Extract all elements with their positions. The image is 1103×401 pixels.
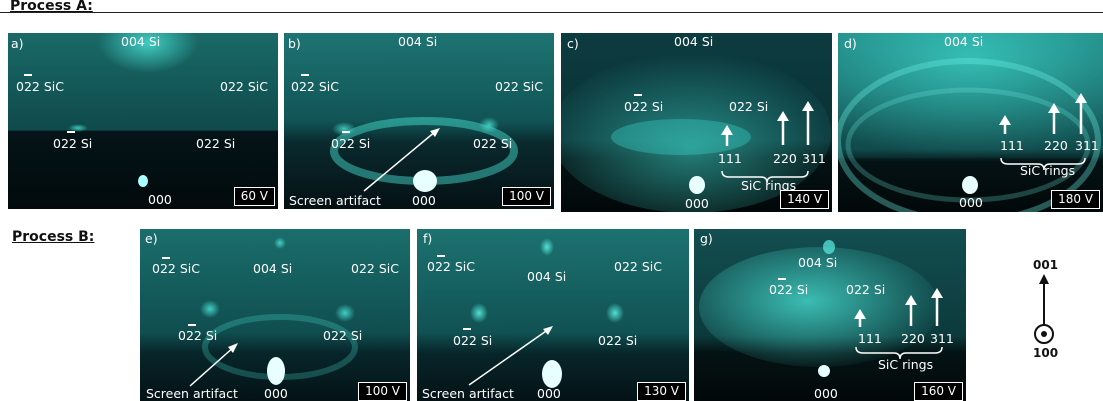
panel-f-022-sic-right: 022 SiC xyxy=(614,259,662,274)
top-rule xyxy=(0,12,1103,13)
panel-b-022-si-left: 022 Si xyxy=(331,136,371,151)
panel-g-voltage: 160 V xyxy=(914,382,963,401)
panel-g-000: 000 xyxy=(814,386,838,401)
axis-001-label: 001 xyxy=(1033,258,1059,272)
panel-g-letter: g) xyxy=(700,231,713,246)
panel-c-022-si-right: 022 Si xyxy=(729,99,769,114)
panel-a-022-sic-left: 022 SiC xyxy=(16,79,64,94)
panel-d-sic-rings: SiC rings xyxy=(1020,163,1076,178)
panel-c-220: 220 xyxy=(773,151,797,166)
panel-f-pattern xyxy=(417,229,689,401)
panel-c-voltage: 140 V xyxy=(780,190,829,209)
panel-c-sic-rings: SiC rings xyxy=(741,178,797,193)
axis-100-label: 100 xyxy=(1033,346,1059,360)
panel-a-022-sic-right: 022 SiC xyxy=(220,79,268,94)
panel-g-022-si-left: 022 Si xyxy=(769,282,809,297)
panel-f-overline xyxy=(463,328,471,330)
panel-c-111: 111 xyxy=(718,151,742,166)
panel-g-pattern xyxy=(694,229,966,401)
panel-b-overline xyxy=(342,131,350,133)
panel-e-000: 000 xyxy=(264,386,288,401)
panel-e-022-si-left: 022 Si xyxy=(178,328,218,343)
panel-f-overline xyxy=(437,255,445,257)
panel-g-220: 220 xyxy=(901,331,925,346)
panel-e-screen-artifact: Screen artifact xyxy=(146,386,238,401)
panel-e-voltage: 100 V xyxy=(358,382,407,401)
panel-a-pattern xyxy=(8,33,278,209)
orientation-indicator: 001 100 xyxy=(1025,250,1075,365)
panel-g-111: 111 xyxy=(858,331,882,346)
panel-g-004-si: 004 Si xyxy=(798,255,838,270)
panel-d: d) 004 Si 111 220 311 SiC rings 000 180 … xyxy=(838,33,1103,212)
panel-d-004-si: 004 Si xyxy=(944,34,984,49)
panel-a-letter: a) xyxy=(11,36,24,51)
axis-arrow-icon xyxy=(1034,274,1054,344)
panel-b-screen-artifact: Screen artifact xyxy=(289,193,381,208)
panel-f-screen-artifact: Screen artifact xyxy=(422,386,514,401)
panel-f-004-si: 004 Si xyxy=(527,269,567,284)
panel-c-pattern xyxy=(561,33,832,212)
panel-a-overline xyxy=(67,131,75,133)
panel-a-overline xyxy=(24,74,32,76)
panel-e-letter: e) xyxy=(145,231,158,246)
panel-f-022-si-left: 022 Si xyxy=(453,333,493,348)
panel-c-overline xyxy=(634,94,642,96)
panel-b: b) 004 Si 022 SiC 022 SiC 022 Si 022 Si … xyxy=(284,33,554,209)
panel-e-pattern xyxy=(140,229,410,401)
panel-a-022-si-right: 022 Si xyxy=(196,136,236,151)
panel-g: g) 004 Si 022 Si 022 Si 111 220 311 SiC … xyxy=(694,229,966,401)
panel-d-220: 220 xyxy=(1044,138,1068,153)
panel-d-pattern xyxy=(838,33,1103,212)
panel-b-letter: b) xyxy=(288,36,301,51)
panel-f-voltage: 130 V xyxy=(637,382,686,401)
panel-c-004-si: 004 Si xyxy=(674,34,714,49)
panel-g-sic-rings: SiC rings xyxy=(878,357,934,372)
panel-e-004-si: 004 Si xyxy=(253,261,293,276)
panel-d-letter: d) xyxy=(844,36,857,51)
panel-e-022-sic-right: 022 SiC xyxy=(351,261,399,276)
panel-b-000: 000 xyxy=(412,193,436,208)
panel-g-022-si-right: 022 Si xyxy=(846,282,886,297)
panel-b-pattern xyxy=(284,33,554,209)
panel-e-022-sic-left: 022 SiC xyxy=(152,261,200,276)
panel-b-022-sic-right: 022 SiC xyxy=(495,79,543,94)
panel-g-overline xyxy=(778,278,786,280)
panel-c-022-si-left: 022 Si xyxy=(624,99,664,114)
panel-f-letter: f) xyxy=(423,231,433,246)
panel-f-000: 000 xyxy=(537,386,561,401)
panel-d-311: 311 xyxy=(1075,138,1099,153)
panel-e-overline xyxy=(188,324,196,326)
panel-b-004-si: 004 Si xyxy=(398,34,438,49)
panel-g-311: 311 xyxy=(930,331,954,346)
panel-b-voltage: 100 V xyxy=(502,187,551,206)
panel-f-022-sic-left: 022 SiC xyxy=(427,259,475,274)
panel-a-022-si-left: 022 Si xyxy=(53,136,93,151)
process-b-header: Process B: xyxy=(12,229,95,245)
panel-a: a) 004 Si 022 SiC 022 SiC 022 Si 022 Si … xyxy=(8,33,278,209)
panel-c-000: 000 xyxy=(685,196,709,211)
panel-a-voltage: 60 V xyxy=(233,187,275,206)
panel-a-004-si: 004 Si xyxy=(121,34,161,49)
panel-e-overline xyxy=(162,257,170,259)
panel-e-022-si-right: 022 Si xyxy=(323,328,363,343)
panel-d-000: 000 xyxy=(959,195,983,210)
panel-d-voltage: 180 V xyxy=(1051,190,1100,209)
panel-b-overline xyxy=(301,74,309,76)
panel-e: e) 022 SiC 004 Si 022 SiC 022 Si 022 Si … xyxy=(140,229,410,401)
panel-f: f) 022 SiC 022 SiC 004 Si 022 Si 022 Si … xyxy=(417,229,689,401)
panel-c-letter: c) xyxy=(567,36,579,51)
panel-d-111: 111 xyxy=(1000,138,1024,153)
panel-c: c) 004 Si 022 Si 022 Si 111 220 311 SiC … xyxy=(561,33,832,212)
panel-b-022-sic-left: 022 SiC xyxy=(291,79,339,94)
panel-b-022-si-right: 022 Si xyxy=(473,136,513,151)
panel-c-311: 311 xyxy=(802,151,826,166)
panel-a-000: 000 xyxy=(148,192,172,207)
process-a-header: Process A: xyxy=(10,0,93,14)
panel-f-022-si-right: 022 Si xyxy=(598,333,638,348)
